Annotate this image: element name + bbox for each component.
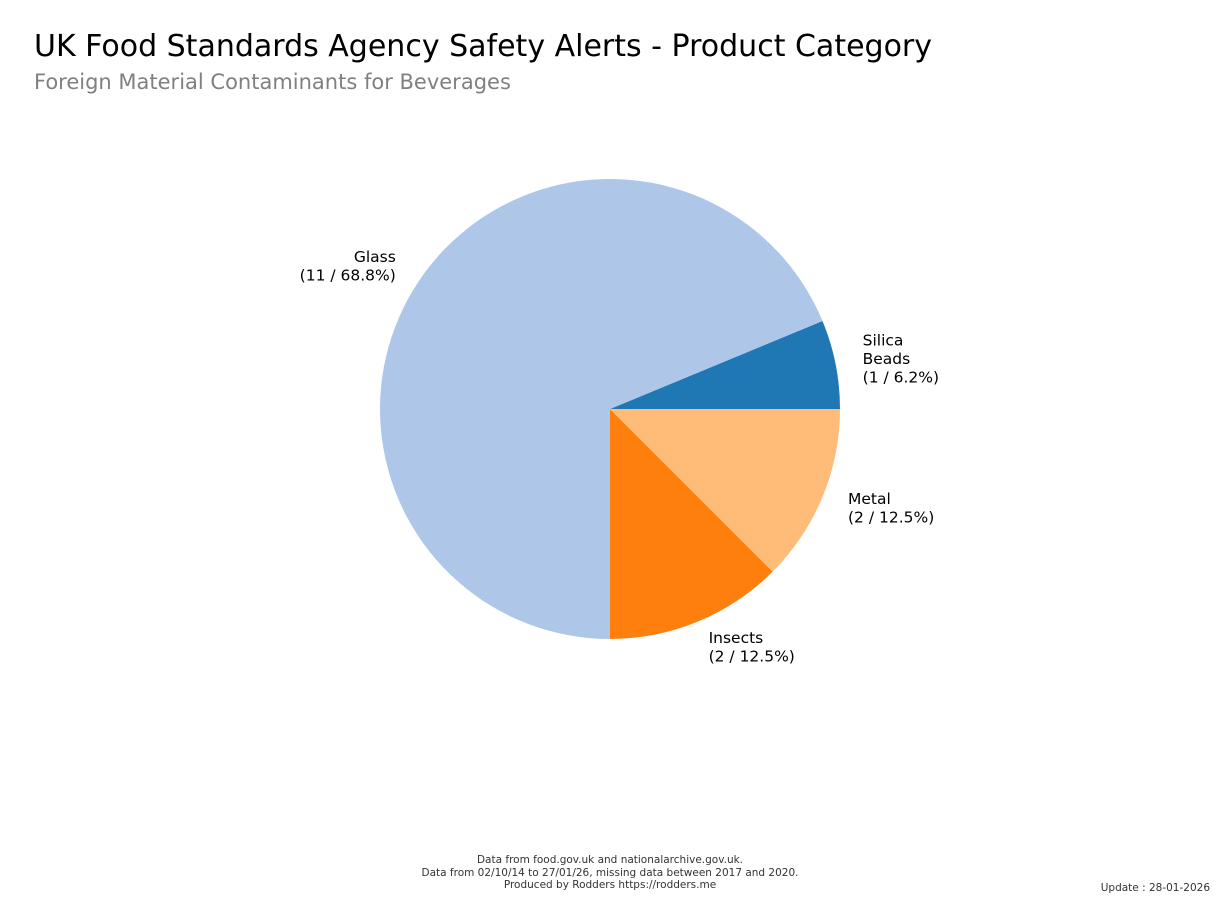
pie-label-line: Beads [863, 350, 911, 368]
pie-label-line: (11 / 68.8%) [300, 267, 396, 285]
footer-range-line: Data from 02/10/14 to 27/01/26, missing … [421, 866, 799, 879]
pie-label-line: (1 / 6.2%) [863, 369, 939, 387]
pie-label-silica: Silica Beads (1 / 6.2%) [863, 332, 939, 387]
pie-label-metal: Metal (2 / 12.5%) [848, 490, 934, 527]
pie-label-line: Insects [709, 629, 764, 647]
chart-title: UK Food Standards Agency Safety Alerts -… [34, 29, 933, 64]
footer-source-line: Data from food.gov.uk and nationalarchiv… [476, 854, 744, 866]
pie-label-line: (2 / 12.5%) [709, 648, 795, 666]
footer-credit-line: Produced by Rodders https://rodders.me [503, 879, 717, 891]
chart-subtitle: Foreign Material Contaminants for Bevera… [34, 70, 511, 94]
pie-slice-glass [379, 178, 823, 639]
footer-notes: Data from food.gov.uk and nationalarchiv… [0, 854, 1220, 892]
pie-labels: Silica Beads (1 / 6.2%) Glass (11 / 68.8%) In… [300, 248, 939, 666]
pie-label-glass: Glass (11 / 68.8%) [300, 248, 396, 285]
pie-slices [379, 178, 840, 639]
update-date: Update : 28-01-2026 [1100, 882, 1210, 894]
pie-label-line: (2 / 12.5%) [848, 508, 934, 526]
pie-label-line: Silica [863, 332, 904, 350]
pie-slice-metal [610, 409, 840, 572]
pie-label-line: Metal [848, 490, 891, 508]
pie-slice-silica [610, 320, 840, 409]
pie-label-insects: Insects (2 / 12.5%) [709, 629, 795, 666]
pie-label-line: Glass [354, 248, 396, 266]
pie-slice-insects [610, 409, 773, 639]
